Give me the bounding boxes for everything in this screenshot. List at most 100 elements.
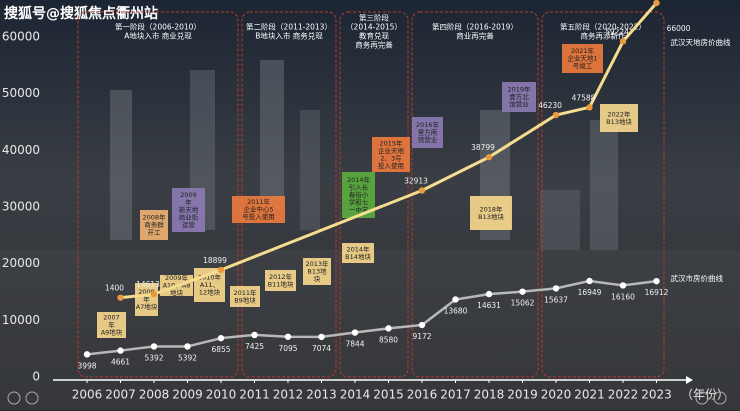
data-point — [552, 111, 560, 119]
value-label: 14613 — [136, 280, 160, 289]
x-tick-label: 2013 — [306, 388, 337, 402]
event-box — [342, 243, 374, 263]
event-box — [562, 44, 603, 73]
data-point — [251, 331, 258, 339]
x-tick-label: 2011 — [239, 388, 270, 402]
control-button[interactable] — [713, 391, 727, 405]
value-label: 7425 — [245, 342, 264, 351]
event-box — [600, 104, 638, 132]
event-box — [265, 270, 296, 291]
event-label: 2007 年 A9地块 — [101, 314, 123, 337]
value-label: 13680 — [444, 306, 468, 315]
event-label: 2008年商务群开工 — [142, 213, 166, 237]
value-label: 1400 — [105, 284, 124, 293]
legend-label: 武汉天地房价曲线 — [671, 37, 731, 47]
event-box — [135, 283, 158, 316]
data-point — [117, 294, 124, 301]
value-label: 18899 — [203, 256, 227, 265]
value-label: 46230 — [538, 101, 562, 110]
x-tick-label: 2016 — [407, 388, 438, 402]
value-label: 7095 — [278, 344, 297, 353]
value-label: 8580 — [379, 335, 398, 344]
phase-title: 第四阶段（2016-2019）商业再完善 — [432, 22, 518, 41]
value-label: 16912 — [645, 288, 669, 297]
data-point — [217, 266, 225, 274]
phase-box — [77, 11, 239, 378]
event-label: 2018年 B13地块 — [478, 204, 504, 221]
event-label: 2014年 B14地块 — [345, 244, 371, 261]
y-tick-label: 10000 — [2, 313, 40, 327]
value-label: 6855 — [211, 345, 230, 354]
y-tick-label: 20000 — [2, 256, 40, 270]
x-tick-label: 2019 — [507, 388, 538, 402]
x-tick-label: 2014 — [340, 388, 371, 402]
event-box — [172, 188, 205, 232]
x-tick-label: 2017 — [440, 388, 471, 402]
control-button[interactable] — [25, 391, 39, 405]
control-button[interactable] — [7, 391, 21, 405]
x-tick-label: 2023 — [641, 388, 672, 402]
event-box — [232, 196, 285, 223]
value-label: 7844 — [345, 340, 364, 349]
event-box — [412, 117, 443, 148]
value-label: 59224 — [605, 27, 629, 36]
value-label: 66000 — [667, 24, 691, 33]
data-point — [586, 104, 593, 111]
y-tick-label: 0 — [32, 370, 40, 384]
control-button[interactable] — [695, 391, 709, 405]
series-line — [86, 279, 657, 356]
value-label: 5392 — [144, 353, 163, 362]
event-label: 2015年企业天地 2、3号投入使用 — [378, 138, 405, 170]
y-tick-label: 40000 — [2, 143, 40, 157]
data-point — [552, 285, 560, 292]
data-point — [351, 329, 359, 336]
data-point — [619, 38, 627, 45]
data-point — [184, 343, 191, 350]
value-label: 4661 — [111, 358, 130, 367]
data-point — [619, 282, 627, 289]
controls — [7, 391, 727, 405]
x-tick-label: 2020 — [541, 388, 572, 402]
event-label: 2011年企业中心5 号投入使用 — [242, 197, 275, 221]
event-label: 2012年 B11地块 — [268, 272, 294, 289]
value-label: 15637 — [544, 295, 568, 304]
data-point — [586, 277, 593, 285]
value-label: 32913 — [404, 176, 428, 185]
phase-title: 第三阶段（2014-2015）教育兑现商务再完善 — [346, 13, 402, 50]
x-tick-label: 2021 — [574, 388, 605, 402]
y-tick-label: 30000 — [2, 200, 40, 214]
event-label: 2016年壹方南馆营业 — [416, 120, 440, 144]
event-box — [140, 210, 168, 240]
event-box — [230, 286, 260, 307]
data-point — [385, 325, 392, 332]
x-tick-label: 2006 — [72, 388, 103, 402]
phase-title: 第一阶段（2006-2010） A地块入市 商业兑现 — [115, 22, 201, 41]
event-box — [303, 258, 331, 285]
event-label: 2013年 B13地块 — [305, 259, 329, 283]
data-point — [418, 187, 426, 194]
x-tick-label: 2018 — [474, 388, 505, 402]
x-tick-label: 2022 — [608, 388, 639, 402]
value-label: 3998 — [77, 361, 96, 370]
event-box — [502, 82, 536, 112]
y-tick-label: 50000 — [2, 86, 40, 100]
value-label: 7074 — [312, 344, 331, 353]
value-label: 47588 — [572, 93, 596, 102]
event-box — [372, 137, 410, 172]
x-tick-label: 2012 — [273, 388, 304, 402]
event-label: 2021年企业天地1 号竣工 — [567, 46, 597, 70]
data-point — [217, 334, 225, 342]
data-point — [485, 153, 493, 161]
x-tick-label: 2008 — [139, 388, 170, 402]
legend-label: 武汉市房价曲线 — [671, 273, 724, 283]
value-label: 5392 — [178, 353, 197, 362]
x-tick-label: 2007 — [105, 388, 136, 402]
event-label: 2010年 A11、 12地块 — [198, 273, 222, 297]
y-tick-label: 60000 — [2, 30, 40, 44]
data-point — [519, 288, 526, 295]
x-tick-label: 2015 — [373, 388, 404, 402]
phase-box — [241, 11, 337, 378]
phase-title: 第五阶段（2020-2022）商务再添新作 — [560, 22, 646, 41]
phase-box — [339, 11, 409, 378]
event-label: 2022年 B13地块 — [606, 109, 632, 126]
